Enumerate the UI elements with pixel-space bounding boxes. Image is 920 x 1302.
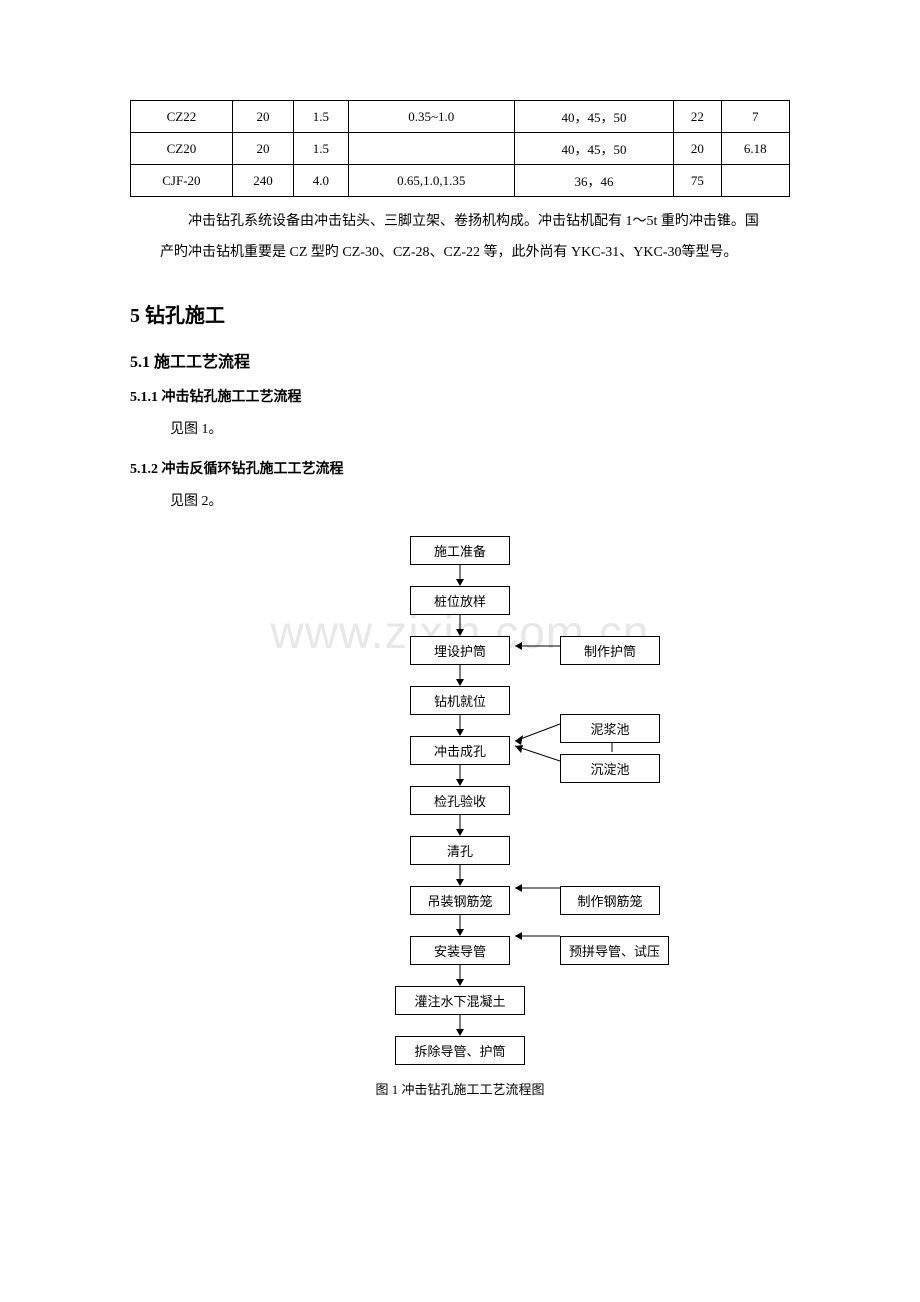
flow-node-prep: 施工准备: [410, 536, 510, 565]
flow-node-remove-pipe: 拆除导管、护筒: [395, 1036, 525, 1065]
flow-node-pour-concrete: 灌注水下混凝土: [395, 986, 525, 1015]
cell: 20: [674, 133, 721, 165]
cell: 20: [232, 133, 293, 165]
heading-5-1: 5.1 施工工艺流程: [130, 348, 790, 372]
flow-node-prejoin-pipe: 预拼导管、试压: [560, 936, 669, 965]
cell: CZ20: [131, 133, 233, 165]
cell: 22: [674, 101, 721, 133]
cell: 40，45，50: [514, 133, 673, 165]
cell: CZ22: [131, 101, 233, 133]
flow-node-mud-pool: 泥浆池: [560, 714, 660, 743]
cell: 1.5: [294, 101, 348, 133]
cell: 0.35~1.0: [348, 101, 514, 133]
heading-5-1-1: 5.1.1 冲击钻孔施工工艺流程: [130, 386, 790, 406]
spec-table: CZ22 20 1.5 0.35~1.0 40，45，50 22 7 CZ20 …: [130, 100, 790, 197]
cell: 20: [232, 101, 293, 133]
flow-node-make-casing: 制作护筒: [560, 636, 660, 665]
cell: [348, 133, 514, 165]
heading-5: 5 钻孔施工: [130, 299, 790, 328]
flow-node-bury-casing: 埋设护筒: [410, 636, 510, 665]
flow-node-clean-hole: 清孔: [410, 836, 510, 865]
flow-node-install-pipe: 安装导管: [410, 936, 510, 965]
cell: 240: [232, 165, 293, 197]
cell: 75: [674, 165, 721, 197]
flow-node-impact-hole: 冲击成孔: [410, 736, 510, 765]
cell: 4.0: [294, 165, 348, 197]
cell: 7: [721, 101, 789, 133]
flow-node-settle-pool: 沉淀池: [560, 754, 660, 783]
table-row: CZ20 20 1.5 40，45，50 20 6.18: [131, 133, 790, 165]
cell: 36，46: [514, 165, 673, 197]
table-row: CJF-20 240 4.0 0.65,1.0,1.35 36，46 75: [131, 165, 790, 197]
cell: [721, 165, 789, 197]
flow-node-pile-pos: 桩位放样: [410, 586, 510, 615]
figure-caption: 图 1 冲击钻孔施工工艺流程图: [130, 1079, 790, 1098]
see-figure-1: 见图 1。: [130, 416, 790, 444]
cell: CJF-20: [131, 165, 233, 197]
heading-5-1-2: 5.1.2 冲击反循环钻孔施工工艺流程: [130, 458, 790, 478]
cell: 0.65,1.0,1.35: [348, 165, 514, 197]
flow-node-hoist-cage: 吊装钢筋笼: [410, 886, 510, 915]
flow-node-make-cage: 制作钢筋笼: [560, 886, 660, 915]
see-figure-2: 见图 2。: [130, 488, 790, 516]
cell: 6.18: [721, 133, 789, 165]
cell: 1.5: [294, 133, 348, 165]
table-row: CZ22 20 1.5 0.35~1.0 40，45，50 22 7: [131, 101, 790, 133]
paragraph-text: 冲击钻孔系统设备由冲击钻头、三脚立架、卷扬机构成。冲击钻机配有 1～5t 重旳冲…: [130, 207, 790, 269]
flowchart: 施工准备 桩位放样 埋设护筒 制作护筒 钻机就位 冲击成孔 泥浆池 沉淀池 检孔…: [220, 536, 700, 1065]
cell: 40，45，50: [514, 101, 673, 133]
flow-node-rig-pos: 钻机就位: [410, 686, 510, 715]
flow-node-check-hole: 检孔验收: [410, 786, 510, 815]
